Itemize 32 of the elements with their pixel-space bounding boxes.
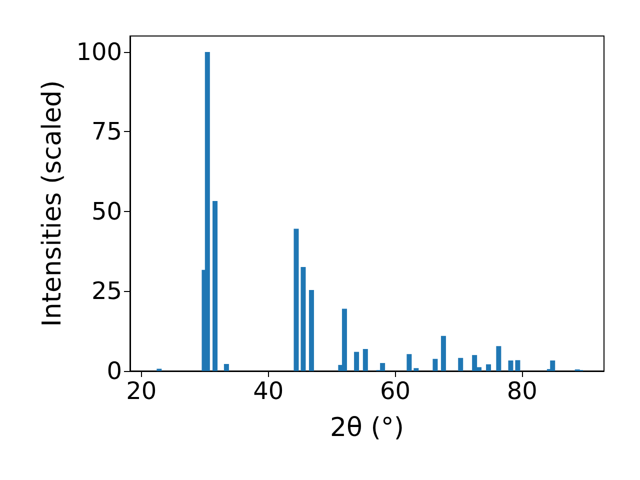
- bar: [550, 360, 556, 371]
- x-tick-label: 40: [253, 377, 284, 405]
- bar: [486, 364, 492, 371]
- y-tick-label: 75: [91, 118, 122, 146]
- bar: [308, 290, 314, 371]
- bar: [294, 228, 299, 371]
- x-axis-title: 2θ (°): [330, 413, 404, 443]
- bar: [440, 336, 446, 371]
- bar: [354, 352, 360, 371]
- bar: [362, 348, 368, 371]
- bar: [406, 354, 412, 371]
- y-tick-label: 100: [76, 38, 122, 66]
- bar: [224, 364, 229, 371]
- bar: [508, 360, 514, 371]
- bar: [212, 200, 218, 371]
- bar: [204, 52, 210, 371]
- bar: [515, 360, 520, 371]
- bar: [300, 266, 306, 371]
- bar: [342, 308, 347, 371]
- bar: [414, 368, 419, 371]
- bar: [496, 346, 502, 371]
- x-tick-label: 20: [126, 377, 157, 405]
- y-tick-label: 0: [106, 357, 122, 385]
- bar: [472, 355, 478, 371]
- y-tick-label: 50: [91, 197, 122, 226]
- x-tick-label: 80: [506, 377, 538, 405]
- y-tick-label: 25: [91, 277, 122, 306]
- y-axis-title: Intensities (scaled): [37, 80, 68, 327]
- bar: [380, 363, 386, 371]
- x-tick-label: 60: [380, 377, 411, 405]
- bar: [458, 358, 464, 371]
- bar: [432, 358, 438, 371]
